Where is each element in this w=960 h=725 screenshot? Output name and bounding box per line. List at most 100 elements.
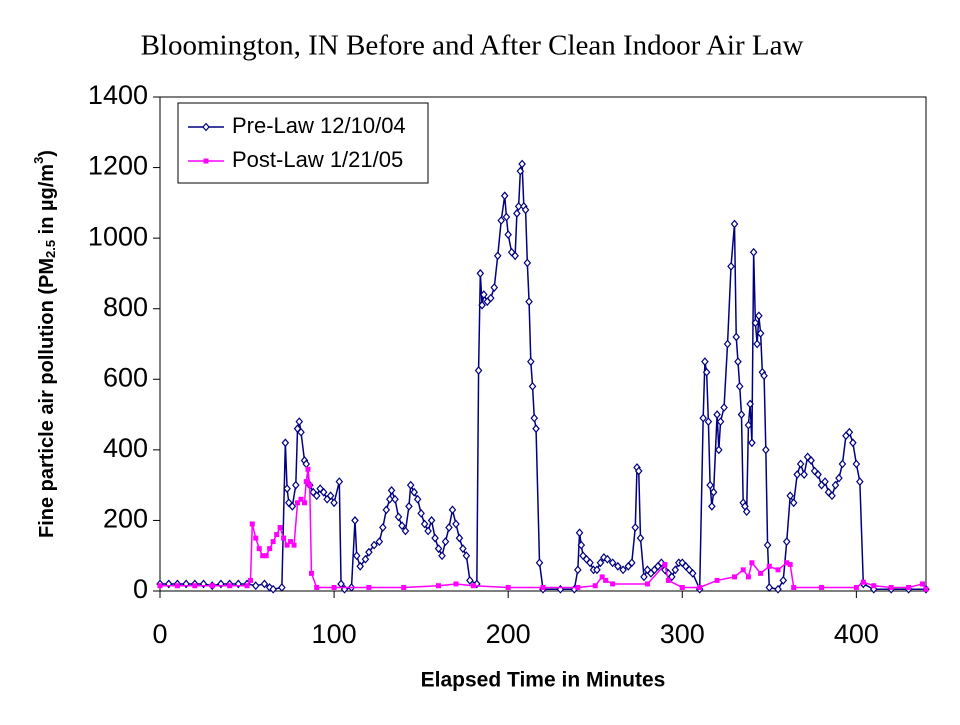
point <box>295 500 301 506</box>
point <box>521 205 530 215</box>
point <box>745 574 751 580</box>
point <box>636 533 645 543</box>
point <box>478 300 486 310</box>
point <box>527 357 535 367</box>
point <box>819 584 825 590</box>
point <box>860 579 866 585</box>
point <box>303 479 309 485</box>
point <box>486 293 495 303</box>
point <box>714 577 720 583</box>
point <box>762 445 770 455</box>
point <box>599 574 605 580</box>
point <box>793 470 801 479</box>
point <box>608 558 617 568</box>
point <box>592 583 598 589</box>
point <box>734 357 742 367</box>
point <box>291 542 297 548</box>
point <box>697 584 703 590</box>
point <box>575 584 581 590</box>
x-tick-label: 300 <box>660 619 705 649</box>
point <box>699 413 707 423</box>
point <box>766 563 772 569</box>
series <box>157 466 929 592</box>
point <box>751 318 760 328</box>
point <box>789 498 798 508</box>
point <box>577 540 586 550</box>
point <box>631 523 640 532</box>
point <box>256 546 262 552</box>
point <box>702 367 711 377</box>
point <box>727 261 735 271</box>
point <box>398 521 406 531</box>
point <box>746 399 754 409</box>
point <box>453 581 459 587</box>
point <box>253 535 259 541</box>
point <box>466 575 474 585</box>
y-axis-title: Fine particle air pollution (PM2.5 in µg… <box>31 150 58 538</box>
point <box>735 381 744 391</box>
point <box>301 500 307 506</box>
point <box>732 574 737 580</box>
point <box>704 417 713 427</box>
point <box>445 523 453 532</box>
point <box>292 480 300 490</box>
point <box>452 519 460 529</box>
point <box>775 567 781 573</box>
point <box>737 410 746 419</box>
point <box>260 579 269 589</box>
series-line <box>160 163 926 591</box>
point <box>923 586 929 592</box>
point <box>516 166 525 176</box>
point <box>474 366 483 375</box>
point <box>634 466 643 476</box>
point <box>614 561 622 571</box>
point <box>575 528 584 538</box>
point <box>600 553 608 562</box>
point <box>490 283 499 292</box>
point <box>888 584 894 590</box>
point <box>701 357 709 367</box>
y-tick-label: 800 <box>103 292 148 322</box>
point <box>765 583 774 592</box>
point <box>784 560 790 566</box>
y-tick-label: 0 <box>133 574 148 604</box>
point <box>249 521 255 527</box>
point <box>644 581 650 587</box>
point <box>420 519 429 529</box>
point <box>410 487 418 497</box>
point <box>709 487 718 497</box>
point <box>807 456 815 465</box>
point <box>782 537 791 547</box>
y-tick-label: 600 <box>103 362 148 392</box>
point <box>308 570 314 576</box>
chart-title: Bloomington, IN Before and After Clean I… <box>141 30 804 62</box>
point <box>679 584 685 590</box>
point <box>370 540 378 550</box>
point <box>814 470 822 479</box>
point <box>540 584 546 590</box>
point <box>627 558 636 568</box>
point <box>335 477 344 487</box>
point <box>796 459 805 469</box>
point <box>277 524 283 530</box>
point <box>732 332 741 342</box>
point <box>603 554 612 564</box>
point <box>476 269 485 278</box>
point <box>749 560 755 566</box>
point <box>755 311 763 321</box>
point <box>760 371 768 381</box>
point <box>786 491 794 501</box>
point <box>504 230 512 240</box>
legend-label: Pre-Law 12/10/04 <box>232 113 406 138</box>
point <box>459 544 467 554</box>
point <box>267 546 273 552</box>
point <box>438 551 446 561</box>
point <box>269 584 277 594</box>
series <box>156 159 930 594</box>
point <box>535 558 544 568</box>
point <box>831 480 840 490</box>
point <box>742 507 751 517</box>
y-tick-label: 200 <box>103 504 148 534</box>
point <box>828 491 836 501</box>
point <box>906 584 912 590</box>
